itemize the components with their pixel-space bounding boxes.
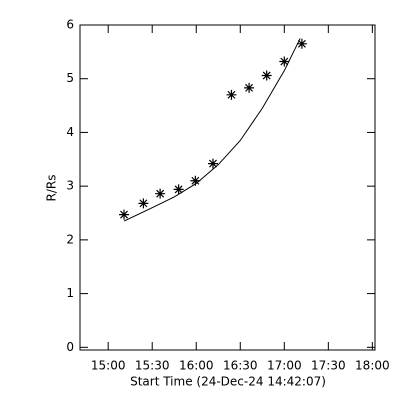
fit-line bbox=[123, 38, 301, 222]
point bbox=[207, 158, 218, 169]
y-tick-label: 3 bbox=[66, 179, 74, 193]
point bbox=[173, 184, 184, 195]
point bbox=[155, 188, 166, 199]
x-tick-label: 16:30 bbox=[223, 359, 258, 373]
x-tick-label: 17:00 bbox=[267, 359, 302, 373]
point bbox=[279, 56, 290, 67]
point bbox=[190, 175, 201, 186]
y-tick-label: 0 bbox=[66, 340, 74, 354]
point bbox=[261, 70, 272, 81]
plot-frame bbox=[79, 24, 376, 351]
y-tick-label: 2 bbox=[66, 232, 74, 246]
x-tick-label: 15:30 bbox=[135, 359, 170, 373]
point bbox=[226, 89, 237, 100]
point bbox=[296, 38, 307, 49]
y-tick-label: 5 bbox=[66, 71, 74, 85]
y-tick-label: 6 bbox=[66, 18, 74, 32]
y-tick-label: 1 bbox=[66, 286, 74, 300]
point bbox=[138, 198, 149, 209]
point bbox=[119, 209, 130, 220]
x-tick-label: 15:00 bbox=[91, 359, 126, 373]
y-axis-label: R/Rs bbox=[45, 175, 59, 202]
y-tick-label: 4 bbox=[66, 125, 74, 139]
x-tick-label: 17:30 bbox=[311, 359, 346, 373]
x-tick-label: 18:00 bbox=[355, 359, 390, 373]
point bbox=[244, 82, 255, 93]
x-axis-label: Start Time (24-Dec-24 14:42:07) bbox=[130, 375, 326, 389]
x-tick-label: 16:00 bbox=[179, 359, 214, 373]
